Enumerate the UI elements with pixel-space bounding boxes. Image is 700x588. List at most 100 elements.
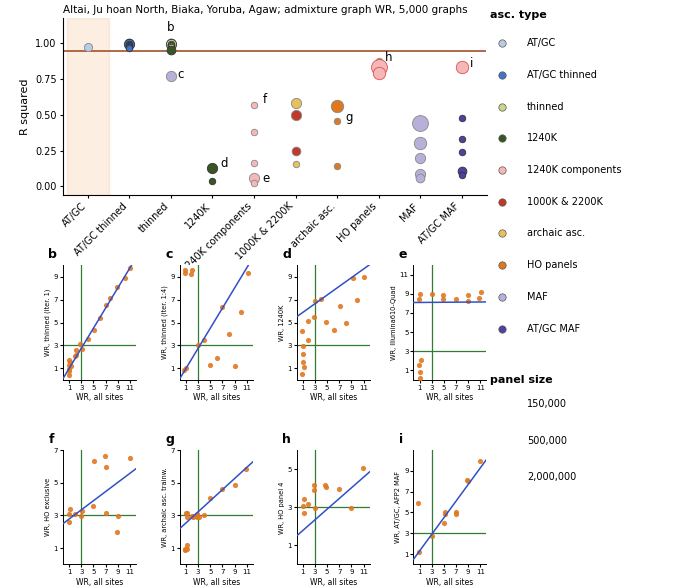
Point: [124, 40, 135, 49]
Text: g: g: [345, 111, 353, 123]
Text: c: c: [165, 249, 173, 262]
Point: [351, 296, 363, 305]
Point: [124, 39, 135, 49]
Point: [474, 293, 485, 302]
Point: [165, 40, 176, 49]
Point: [451, 509, 462, 519]
Y-axis label: WR, thinned (iter. 1): WR, thinned (iter. 1): [44, 289, 51, 356]
Point: [373, 68, 384, 78]
Point: [309, 480, 320, 490]
Point: [414, 289, 426, 299]
Point: [331, 161, 342, 171]
Point: [124, 263, 135, 273]
Text: e: e: [262, 172, 270, 185]
Point: [64, 366, 75, 376]
Point: [414, 173, 426, 182]
Text: b: b: [48, 249, 57, 262]
Point: [83, 42, 94, 52]
Y-axis label: WR, HO exclusive: WR, HO exclusive: [45, 478, 51, 536]
Text: h: h: [385, 51, 392, 64]
Point: [414, 154, 426, 163]
Point: [438, 518, 449, 527]
X-axis label: WR, all sites: WR, all sites: [426, 393, 474, 402]
Point: [69, 509, 80, 519]
Point: [179, 544, 190, 554]
Point: [165, 42, 176, 51]
Point: [373, 62, 384, 72]
Point: [180, 363, 191, 373]
Point: [82, 335, 93, 344]
Point: [241, 465, 252, 474]
Point: [290, 146, 301, 156]
Text: d: d: [220, 157, 228, 170]
Point: [179, 269, 190, 278]
Point: [456, 148, 467, 157]
Point: [475, 288, 486, 297]
Point: [124, 42, 135, 52]
Text: 150,000: 150,000: [527, 399, 567, 409]
Text: d: d: [282, 249, 291, 262]
Text: AT/GC thinned: AT/GC thinned: [527, 70, 597, 80]
Point: [316, 294, 327, 303]
Point: [236, 308, 247, 317]
Point: [165, 39, 176, 48]
Point: [216, 485, 228, 494]
Point: [207, 176, 218, 185]
X-axis label: WR, all sites: WR, all sites: [426, 578, 474, 587]
Point: [125, 454, 136, 463]
Point: [76, 344, 88, 353]
Point: [456, 62, 467, 72]
Point: [438, 295, 449, 304]
Point: [70, 350, 81, 359]
Point: [303, 335, 314, 345]
Point: [333, 484, 344, 493]
Text: 2,000,000: 2,000,000: [527, 472, 576, 482]
Text: i: i: [399, 433, 403, 446]
Point: [414, 295, 425, 304]
Point: [65, 361, 76, 370]
Point: [309, 486, 320, 495]
Point: [100, 462, 111, 472]
X-axis label: WR, all sites: WR, all sites: [76, 578, 123, 587]
Text: archaic asc.: archaic asc.: [527, 229, 585, 239]
Text: thinned: thinned: [527, 102, 565, 112]
Point: [290, 99, 301, 108]
Point: [439, 509, 450, 519]
Point: [64, 510, 75, 519]
Point: [88, 325, 99, 335]
Point: [414, 119, 426, 128]
Point: [230, 480, 241, 489]
Y-axis label: WR, AT/GC, AFP2 MAF: WR, AT/GC, AFP2 MAF: [395, 472, 401, 543]
Point: [64, 358, 76, 367]
Point: [463, 290, 474, 300]
Point: [290, 110, 301, 119]
Point: [64, 504, 76, 513]
Point: [180, 545, 191, 554]
Point: [75, 339, 86, 349]
Point: [165, 71, 176, 80]
Point: [463, 296, 474, 305]
Point: [207, 164, 218, 173]
Point: [358, 272, 370, 282]
Point: [248, 179, 260, 188]
Point: [204, 493, 215, 502]
Point: [165, 40, 176, 49]
Text: h: h: [282, 433, 291, 446]
Point: [217, 302, 228, 312]
Point: [181, 508, 193, 517]
Point: [414, 367, 426, 376]
Text: Altai, Ju hoan North, Biaka, Yoruba, Agaw; admixture graph WR, 5,000 graphs: Altai, Ju hoan North, Biaka, Yoruba, Aga…: [63, 5, 468, 15]
Point: [112, 527, 123, 537]
Point: [331, 102, 342, 111]
Point: [415, 373, 426, 382]
Point: [340, 318, 351, 328]
Point: [124, 39, 135, 48]
Point: [456, 170, 467, 179]
Y-axis label: WR, HO panel 4: WR, HO panel 4: [279, 481, 284, 533]
Point: [298, 358, 309, 367]
Point: [248, 173, 260, 182]
Point: [95, 313, 106, 323]
Text: b: b: [167, 21, 174, 40]
Text: g: g: [165, 433, 174, 446]
X-axis label: WR, all sites: WR, all sites: [309, 393, 357, 402]
